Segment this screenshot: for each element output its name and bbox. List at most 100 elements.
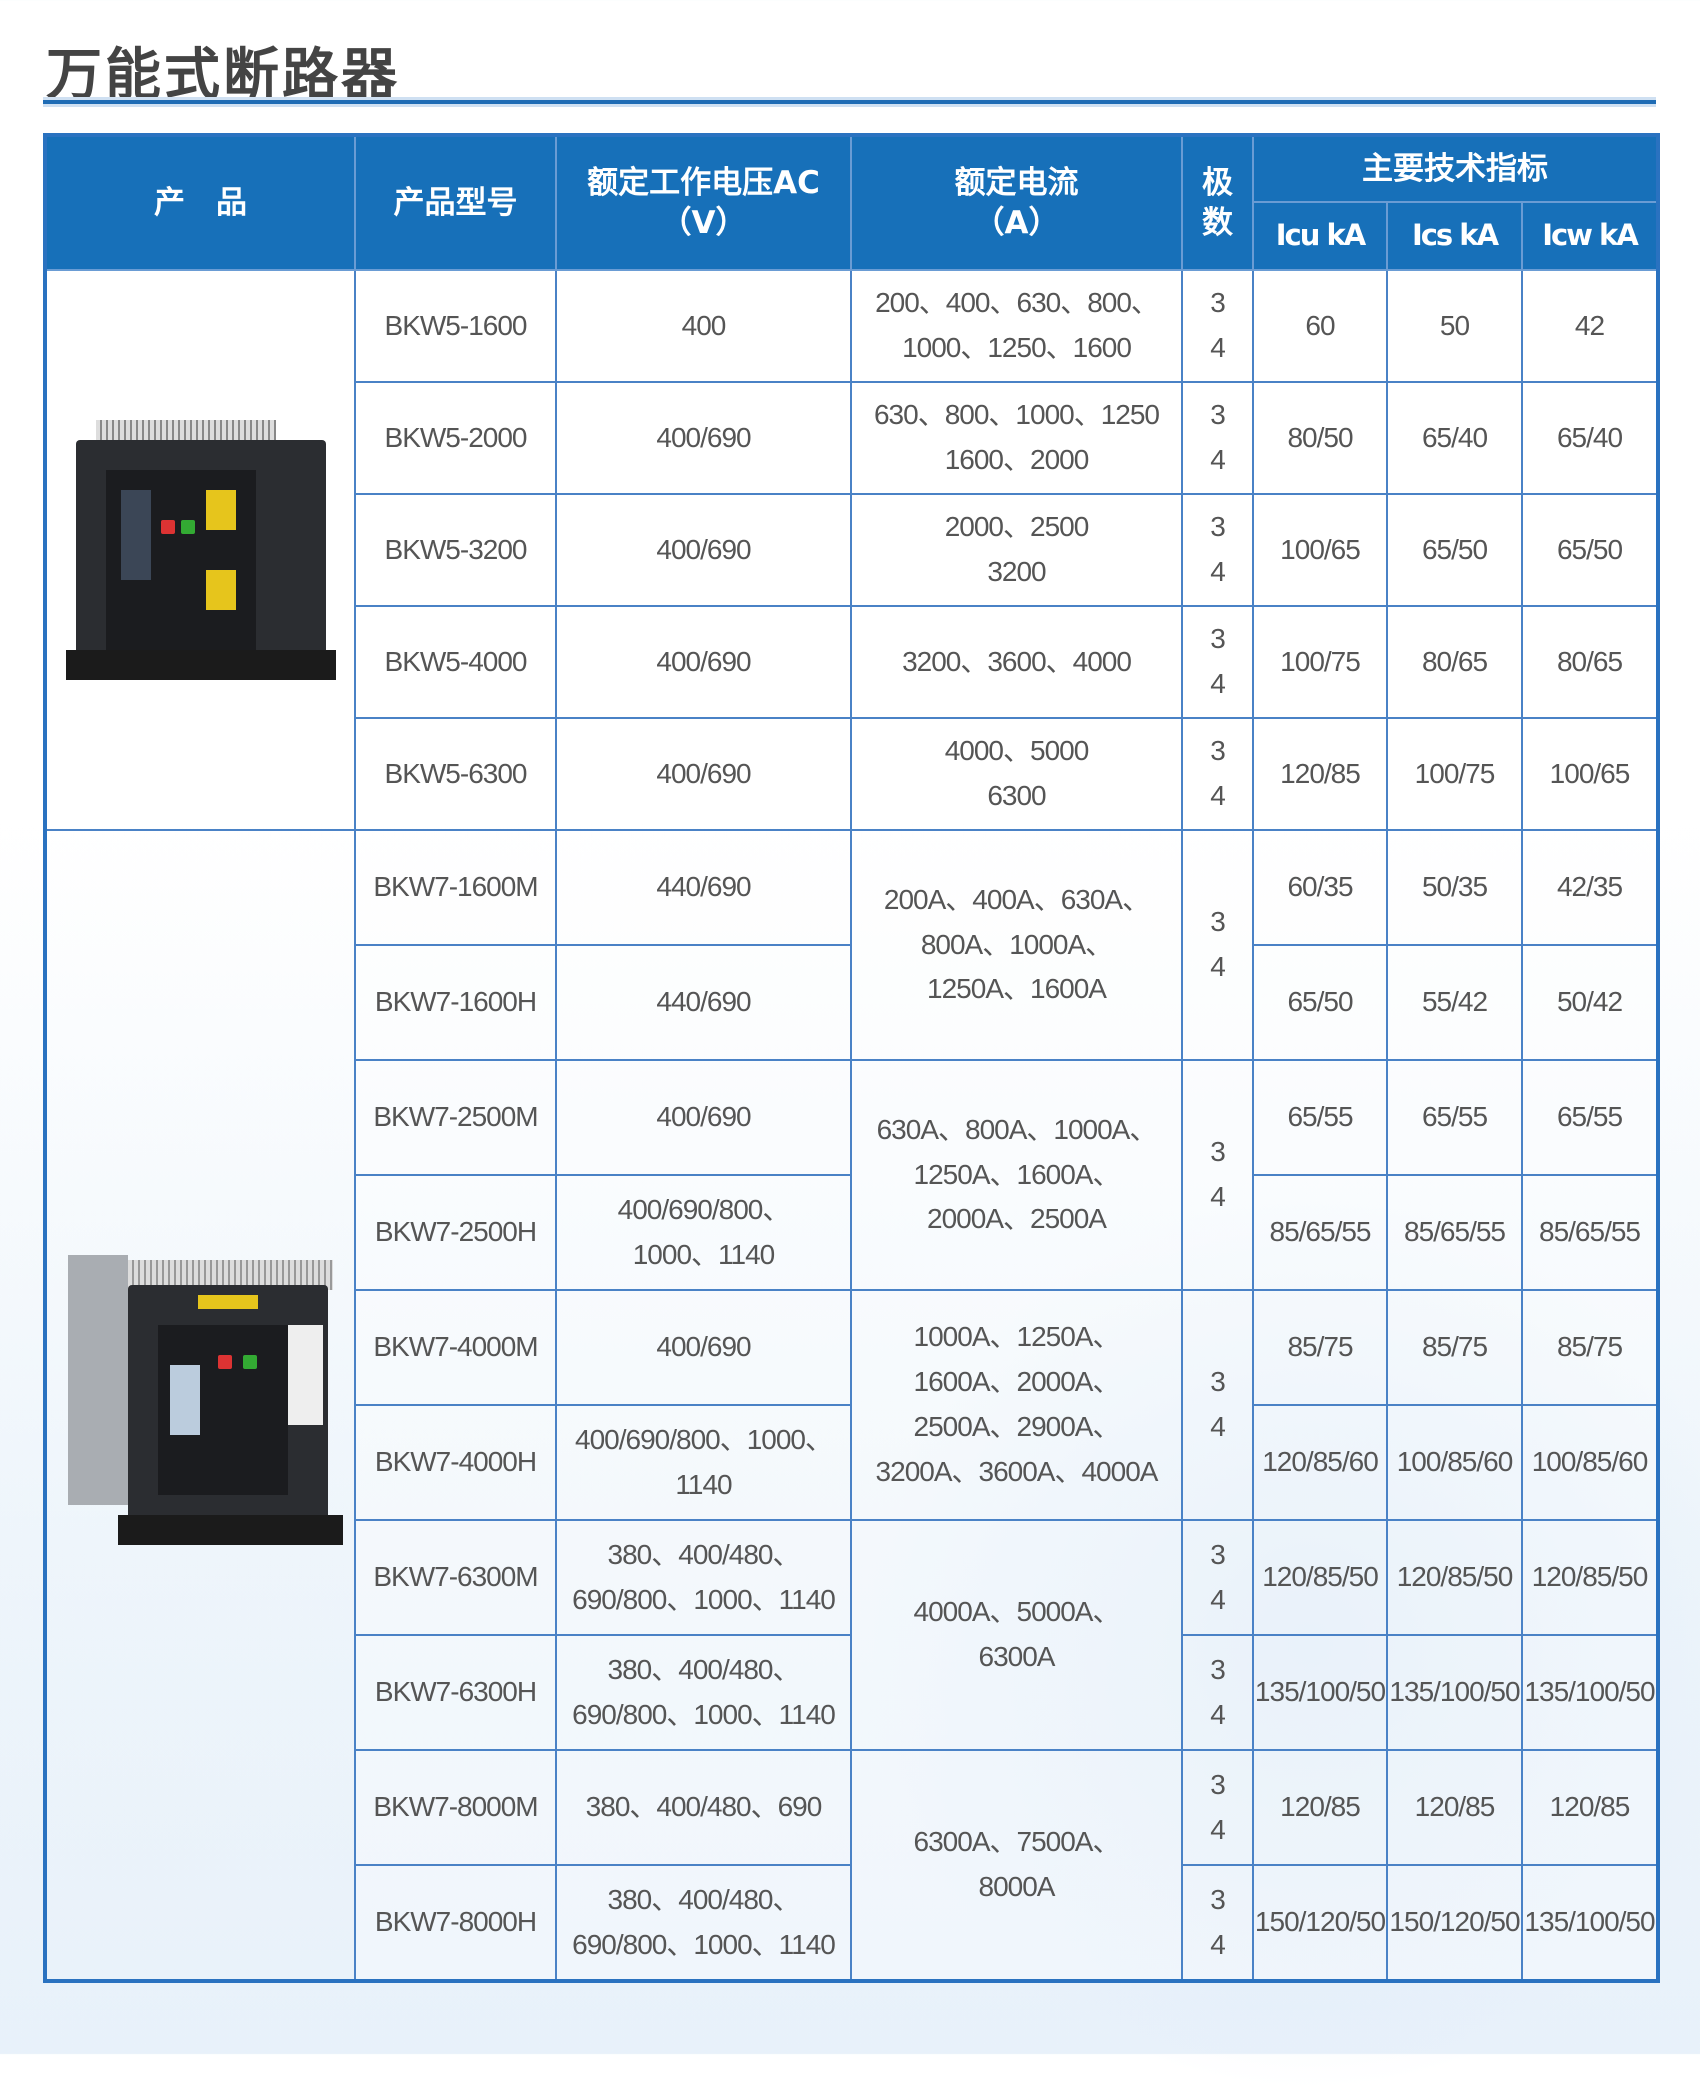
icu-cell: 100/75 [1252,605,1388,719]
table-row: BKW5-3200 400/690 2000、2500 3200 3 4 100/65 6… [45,493,1659,607]
icw-cell: 135/100/50 [1521,1634,1659,1751]
product-image-cell [44,829,356,1982]
page-title: 万能式断路器 [46,43,400,108]
ics-cell: 65/50 [1386,493,1523,607]
ics-cell: 65/55 [1386,1059,1523,1176]
icu-cell: 65/50 [1252,944,1388,1061]
ics-cell: 65/40 [1386,381,1523,495]
voltage-cell: 380、400/480、 690/800、1000、1140 [555,1634,852,1751]
voltage-cell: 440/690 [555,944,852,1061]
table-row: BKW7-8000M 380、400/480、690 6300A、7500A、 80… [45,1749,1659,1982]
table-row: BKW5-6300 400/690 4000、5000 6300 3 4 120/85 1… [45,717,1659,831]
poles-cell: 3 4 [1181,1749,1254,1866]
icw-cell: 42/35 [1521,829,1659,946]
model-cell: BKW7-4000M [354,1289,557,1406]
breaker-image [65,410,336,690]
ics-cell: 50 [1386,269,1523,383]
header-icu: Icu kA [1252,201,1388,271]
table-row: BKW7-8000H 380、400/480、 690/800、1000、1140… [45,1864,1659,1982]
ics-cell: 135/100/50 [1386,1634,1523,1751]
icw-cell: 65/40 [1521,381,1659,495]
icu-cell: 120/85/50 [1252,1519,1388,1636]
current-cell: 630A、800A、1000A、 1250A、1600A、 2000A、2500… [850,1059,1183,1291]
icw-cell: 135/100/50 [1521,1864,1659,1982]
current-cell: 4000、5000 6300 [850,717,1183,831]
model-cell: BKW7-8000M [354,1749,557,1866]
voltage-cell: 400 [555,269,852,383]
voltage-cell: 400/690 [555,1059,852,1176]
model-cell: BKW7-2500H [354,1174,557,1291]
model-cell: BKW7-2500M [354,1059,557,1176]
spec-table: 产 品 产品型号 额定工作电压AC （V） 额定电流 （A） 极 数 主要技术指… [43,133,1660,1983]
ics-cell: 85/75 [1386,1289,1523,1406]
icw-cell: 50/42 [1521,944,1659,1061]
model-cell: BKW7-1600H [354,944,557,1061]
icu-cell: 100/65 [1252,493,1388,607]
model-cell: BKW7-6300M [354,1519,557,1636]
table-row: BKW5-4000 400/690 3200、3600、4000 3 4 100/75 8… [45,605,1659,719]
table-row: BKW7-1600H 440/690 65/50 55/42 50/42 [45,944,1659,1061]
icw-cell: 120/85 [1521,1749,1659,1866]
model-cell: BKW7-1600M [354,829,557,946]
header-icw: Icw kA [1521,201,1659,271]
header-poles: 极 数 [1181,134,1254,271]
poles-cell: 3 4 [1181,381,1254,495]
model-cell: BKW7-4000H [354,1404,557,1521]
current-cell: 6300A、7500A、 8000A [850,1749,1183,1982]
voltage-cell: 400/690 [555,605,852,719]
icw-cell: 85/65/55 [1521,1174,1659,1291]
icu-cell: 120/85 [1252,717,1388,831]
table-row: BKW7-4000H 400/690/800、1000、 1140 120/85/6… [45,1404,1659,1521]
current-cell: 3200、3600、4000 [850,605,1183,719]
current-cell: 2000、2500 3200 [850,493,1183,607]
icw-cell: 100/65 [1521,717,1659,831]
poles-cell: 3 4 [1181,829,1254,1061]
table-row: BKW5-1600 400 200、400、630、800、 1000、1250、1… [44,269,1659,831]
model-cell: BKW5-6300 [354,717,557,831]
header-ics: Ics kA [1386,201,1523,271]
voltage-cell: 380、400/480、 690/800、1000、1140 [555,1519,852,1636]
current-cell: 200、400、630、800、 1000、1250、1600 [850,269,1183,383]
table-row: BKW7-6300M 380、400/480、 690/800、1000、1140… [45,1519,1659,1751]
header-model: 产品型号 [354,134,557,271]
icu-cell: 120/85/60 [1252,1404,1388,1521]
icw-cell: 65/50 [1521,493,1659,607]
ics-cell: 55/42 [1386,944,1523,1061]
poles-cell: 3 4 [1181,1519,1254,1636]
icw-cell: 42 [1521,269,1659,383]
icw-cell: 65/55 [1521,1059,1659,1176]
table-row: BKW7-4000M 400/690 1000A、1250A、 1600A、2000… [45,1289,1659,1521]
header-current: 额定电流 （A） [850,134,1183,271]
icw-cell: 80/65 [1521,605,1659,719]
table-row: BKW7-6300H 380、400/480、 690/800、1000、1140… [45,1634,1659,1751]
current-cell: 630、800、1000、1250 1600、2000 [850,381,1183,495]
header-product: 产 品 [44,134,356,271]
voltage-cell: 380、400/480、 690/800、1000、1140 [555,1864,852,1982]
voltage-cell: 400/690 [555,381,852,495]
ics-cell: 100/85/60 [1386,1404,1523,1521]
poles-cell: 3 4 [1181,605,1254,719]
poles-cell: 3 4 [1181,1864,1254,1982]
icu-cell: 80/50 [1252,381,1388,495]
voltage-cell: 400/690/800、 1000、1140 [555,1174,852,1291]
model-cell: BKW5-4000 [354,605,557,719]
model-cell: BKW5-1600 [354,269,557,383]
poles-cell: 3 4 [1181,1634,1254,1751]
poles-cell: 3 4 [1181,493,1254,607]
icu-cell: 150/120/50 [1252,1864,1388,1982]
icw-cell: 85/75 [1521,1289,1659,1406]
poles-cell: 3 4 [1181,1059,1254,1291]
current-cell: 4000A、5000A、 6300A [850,1519,1183,1751]
icu-cell: 85/75 [1252,1289,1388,1406]
ics-cell: 120/85/50 [1386,1519,1523,1636]
icw-cell: 120/85/50 [1521,1519,1659,1636]
table-row: BKW7-2500M 400/690 630A、800A、1000A、 1250A、… [45,1059,1659,1291]
title-divider [43,100,1656,104]
current-cell: 200A、400A、630A、 800A、1000A、 1250A、1600A [850,829,1183,1061]
model-cell: BKW5-3200 [354,493,557,607]
poles-cell: 3 4 [1181,717,1254,831]
icu-cell: 60 [1252,269,1388,383]
voltage-cell: 400/690/800、1000、 1140 [555,1404,852,1521]
icu-cell: 85/65/55 [1252,1174,1388,1291]
ics-cell: 120/85 [1386,1749,1523,1866]
